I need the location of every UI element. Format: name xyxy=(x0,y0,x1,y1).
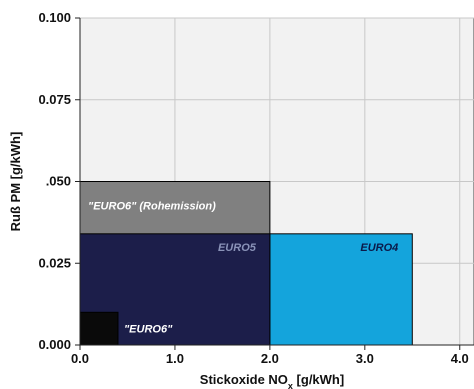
x-tick-label: 1.0 xyxy=(166,351,184,366)
x-tick-label: 3.0 xyxy=(356,351,374,366)
x-tick-label: 2.0 xyxy=(261,351,279,366)
regions: "EURO6" (Rohemission) EURO4 EURO5 "EURO6" xyxy=(79,181,413,346)
region-3 xyxy=(79,311,119,346)
x-axis-label: Stickoxide NOx [g/kWh] xyxy=(200,372,344,389)
x-tick-label: 4.0 xyxy=(451,351,469,366)
x-tick-label: 0.0 xyxy=(71,351,89,366)
region-label-2: EURO5 xyxy=(218,242,257,254)
region-label-1: EURO4 xyxy=(360,242,398,254)
y-tick-label: 0.025 xyxy=(38,255,71,270)
y-tick-label: 0.100 xyxy=(38,10,71,25)
region-label-3: "EURO6" xyxy=(124,324,173,336)
y-tick-label: .050 xyxy=(46,174,71,189)
region-1 xyxy=(269,233,413,346)
x-axis-ticks: 0.0 1.0 2.0 3.0 4.0 xyxy=(71,345,469,366)
y-axis-ticks: 0.000 0.025 .050 0.075 0.100 xyxy=(38,10,80,352)
region-label-0: "EURO6" (Rohemission) xyxy=(88,201,216,213)
y-axis-label: Ruß PM [g/kWh] xyxy=(8,132,23,232)
y-tick-label: 0.075 xyxy=(38,92,71,107)
y-tick-label: 0.000 xyxy=(38,337,71,352)
